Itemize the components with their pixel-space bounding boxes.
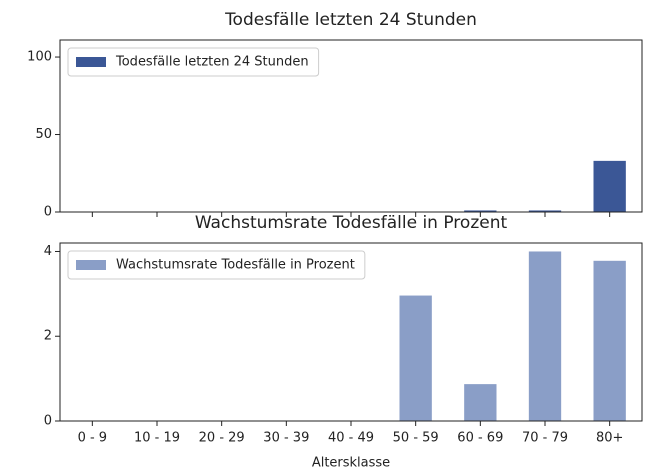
legend-label: Todesfälle letzten 24 Stunden xyxy=(115,55,309,70)
bar xyxy=(464,384,497,421)
bar xyxy=(593,160,626,212)
legend-label: Wachstumsrate Todesfälle in Prozent xyxy=(116,258,355,273)
y-tick-label: 0 xyxy=(44,414,52,429)
x-tick-label: 80+ xyxy=(596,431,623,446)
x-tick-label: 30 - 39 xyxy=(263,431,309,446)
x-axis-label: Altersklasse xyxy=(312,456,390,471)
x-tick-label: 70 - 79 xyxy=(522,431,568,446)
y-tick-label: 2 xyxy=(44,329,52,344)
y-tick-label: 0 xyxy=(44,205,52,220)
bar xyxy=(464,210,497,212)
x-tick-label: 10 - 19 xyxy=(134,431,180,446)
chart-title: Todesfälle letzten 24 Stunden xyxy=(224,10,477,30)
x-tick-label: 20 - 29 xyxy=(199,431,245,446)
bar xyxy=(593,260,626,421)
x-tick-label: 50 - 59 xyxy=(393,431,439,446)
legend-swatch xyxy=(76,57,106,67)
bar xyxy=(528,251,562,421)
y-tick-label: 50 xyxy=(35,127,52,142)
chart-title: Wachstumsrate Todesfälle in Prozent xyxy=(195,213,508,233)
legend-swatch xyxy=(76,260,106,270)
x-tick-label: 0 - 9 xyxy=(78,431,108,446)
bar xyxy=(528,210,562,212)
y-tick-label: 4 xyxy=(44,244,52,259)
plot-frame xyxy=(59,39,643,213)
legend-box xyxy=(67,47,320,77)
x-tick-label: 40 - 49 xyxy=(328,431,374,446)
x-tick-label: 60 - 69 xyxy=(457,431,503,446)
legend-box xyxy=(67,250,366,280)
plot-frame xyxy=(59,242,643,422)
y-tick-label: 100 xyxy=(27,50,52,65)
bar xyxy=(399,295,432,421)
